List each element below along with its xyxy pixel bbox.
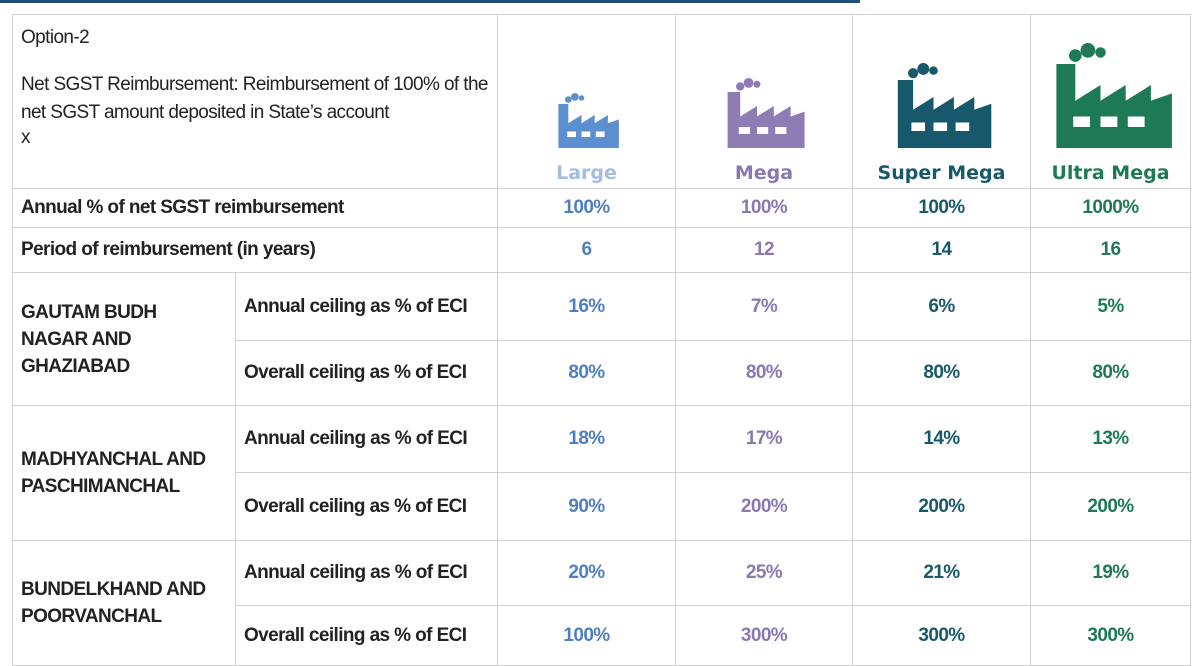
row-label: Annual ceiling as % of ECI bbox=[235, 540, 498, 606]
value: 14 bbox=[852, 227, 1031, 273]
value: 13% bbox=[1030, 405, 1191, 473]
value: 1000% bbox=[1030, 188, 1191, 228]
value: 90% bbox=[497, 472, 676, 541]
value: 16 bbox=[1030, 227, 1191, 273]
row: Period of reimbursement (in years) 6 12 14 1… bbox=[12, 227, 1191, 273]
column-name: Large bbox=[556, 162, 617, 184]
value: 7% bbox=[675, 272, 853, 341]
value: 18% bbox=[497, 405, 676, 473]
header-cell: Option-2 Net SGST Reimbursement: Reimburs… bbox=[12, 14, 498, 189]
row: Overall ceiling as % of ECI 80% 80% 80% 80% bbox=[13, 340, 1191, 406]
row-label: Overall ceiling as % of ECI bbox=[235, 472, 498, 541]
value: 80% bbox=[1030, 340, 1191, 406]
row: MADHYANCHAL AND PASCHIMANCHAL Annual ceil… bbox=[12, 405, 1191, 541]
value: 5% bbox=[1030, 272, 1191, 341]
value: 200% bbox=[1030, 472, 1191, 541]
value: 14% bbox=[852, 405, 1031, 473]
row: Overall ceiling as % of ECI 90% 200% 200% 20… bbox=[13, 472, 1191, 541]
column-name: Super Mega bbox=[877, 162, 1006, 184]
value: 200% bbox=[852, 472, 1031, 541]
row-label: Annual ceiling as % of ECI bbox=[235, 272, 498, 341]
column-header: Super Mega bbox=[852, 14, 1031, 189]
row-label: Overall ceiling as % of ECI bbox=[235, 605, 498, 666]
header-row: Option-2 Net SGST Reimbursement: Reimburs… bbox=[12, 14, 1191, 189]
value: 100% bbox=[497, 188, 676, 228]
value: 6% bbox=[852, 272, 1031, 341]
title: Option-2 bbox=[21, 27, 90, 48]
factory-icon bbox=[557, 93, 619, 148]
value: 80% bbox=[497, 340, 676, 406]
row: Annual % of net SGST reimbursement 100% 10… bbox=[12, 188, 1191, 228]
region-name: GAUTAM BUDH NAGAR AND GHAZIABAD bbox=[12, 272, 236, 406]
row-label: Overall ceiling as % of ECI bbox=[235, 340, 498, 406]
column-name: Ultra Mega bbox=[1051, 162, 1170, 184]
column-header: Large bbox=[497, 14, 676, 189]
value: 100% bbox=[852, 188, 1031, 228]
value: 80% bbox=[852, 340, 1031, 406]
value: 300% bbox=[1030, 605, 1191, 666]
factory-icon bbox=[727, 78, 805, 148]
value: 25% bbox=[675, 540, 853, 606]
value: 17% bbox=[675, 405, 853, 473]
value: 80% bbox=[675, 340, 853, 406]
value: 16% bbox=[497, 272, 676, 341]
row: GAUTAM BUDH NAGAR AND GHAZIABAD Annual ce… bbox=[12, 272, 1191, 406]
top-rule bbox=[0, 0, 860, 3]
description: Net SGST Reimbursement: Reimbursement of… bbox=[21, 74, 489, 123]
value: 21% bbox=[852, 540, 1031, 606]
row: Overall ceiling as % of ECI 100% 300% 300% 3… bbox=[13, 605, 1191, 666]
factory-icon bbox=[897, 63, 991, 148]
row: BUNDELKHAND AND POORVANCHAL Annual ceilin… bbox=[12, 540, 1191, 666]
value: 300% bbox=[852, 605, 1031, 666]
column-header: Mega bbox=[675, 14, 853, 189]
value: 300% bbox=[675, 605, 853, 666]
value: 200% bbox=[675, 472, 853, 541]
row-label: Annual ceiling as % of ECI bbox=[235, 405, 498, 473]
value: 20% bbox=[497, 540, 676, 606]
note: x bbox=[21, 127, 31, 148]
value: 100% bbox=[675, 188, 853, 228]
value: 19% bbox=[1030, 540, 1191, 606]
reimbursement-table: Option-2 Net SGST Reimbursement: Reimburs… bbox=[12, 14, 1191, 666]
row-label: Annual % of net SGST reimbursement bbox=[12, 188, 498, 228]
value: 6 bbox=[497, 227, 676, 273]
column-header: Ultra Mega bbox=[1030, 14, 1191, 189]
row-label: Period of reimbursement (in years) bbox=[12, 227, 498, 273]
region-name: BUNDELKHAND AND POORVANCHAL bbox=[12, 540, 236, 666]
region-name: MADHYANCHAL AND PASCHIMANCHAL bbox=[12, 405, 236, 541]
factory-icon bbox=[1055, 43, 1172, 148]
value: 12 bbox=[675, 227, 853, 273]
column-name: Mega bbox=[734, 162, 794, 184]
value: 100% bbox=[497, 605, 676, 666]
